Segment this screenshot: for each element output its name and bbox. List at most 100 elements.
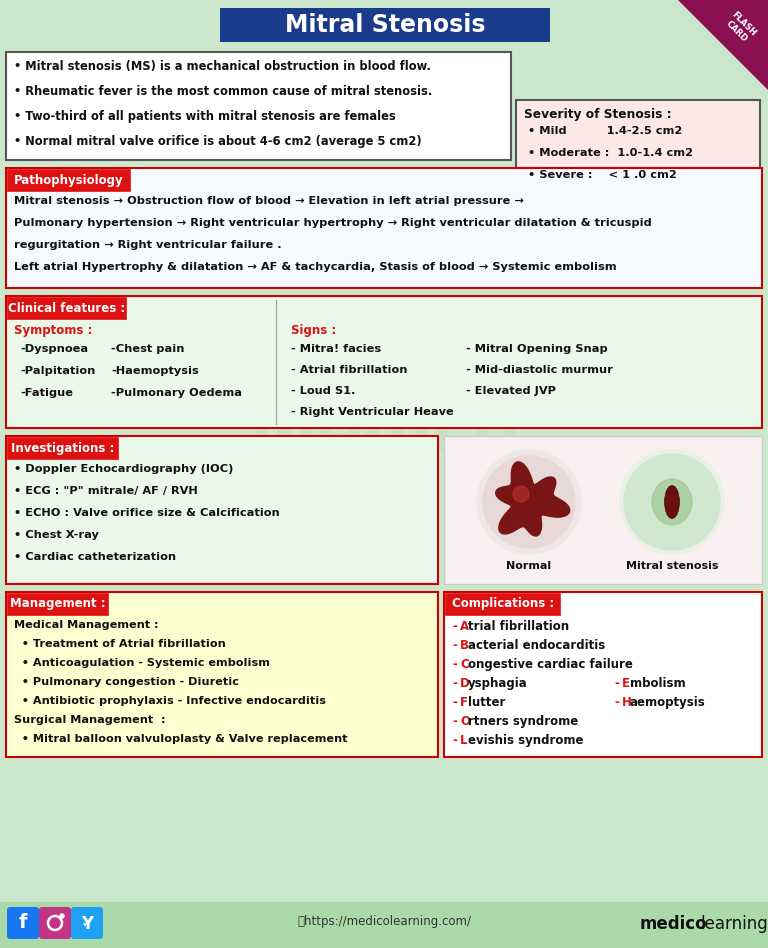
Text: B: B	[460, 639, 469, 652]
Text: -: -	[452, 734, 457, 747]
FancyBboxPatch shape	[444, 592, 762, 757]
FancyBboxPatch shape	[6, 168, 762, 288]
Text: -: -	[614, 677, 619, 690]
Text: acterial endocarditis: acterial endocarditis	[468, 639, 605, 652]
Circle shape	[483, 456, 575, 548]
Circle shape	[477, 450, 581, 554]
Text: O: O	[460, 715, 470, 728]
FancyBboxPatch shape	[444, 436, 762, 584]
Text: • ECHO : Valve orifice size & Calcification: • ECHO : Valve orifice size & Calcificat…	[14, 508, 280, 518]
Text: Left atrial Hypertrophy & dilatation → AF & tachycardia, Stasis of blood → Syste: Left atrial Hypertrophy & dilatation → A…	[14, 262, 617, 272]
FancyBboxPatch shape	[8, 438, 118, 459]
Text: Pathophysiology: Pathophysiology	[14, 173, 124, 187]
Text: • Mitral stenosis (MS) is a mechanical obstruction in blood flow.: • Mitral stenosis (MS) is a mechanical o…	[14, 60, 431, 73]
Text: mbolism: mbolism	[630, 677, 686, 690]
Text: • Moderate :  1.0-1.4 cm2: • Moderate : 1.0-1.4 cm2	[528, 148, 693, 158]
Text: Mitral stenosis: Mitral stenosis	[626, 561, 718, 571]
Circle shape	[513, 486, 529, 502]
Text: • Doppler Echocardiography (IOC): • Doppler Echocardiography (IOC)	[14, 464, 233, 474]
FancyBboxPatch shape	[516, 100, 760, 196]
Text: D: D	[460, 677, 470, 690]
Text: -: -	[614, 696, 619, 709]
Text: ✓: ✓	[81, 916, 94, 931]
Text: Pulmonary hypertension → Right ventricular hypertrophy → Right ventricular dilat: Pulmonary hypertension → Right ventricul…	[14, 218, 652, 228]
Circle shape	[624, 454, 720, 550]
Text: Signs :: Signs :	[291, 324, 336, 337]
FancyBboxPatch shape	[446, 594, 560, 615]
Text: - Elevated JVP: - Elevated JVP	[466, 386, 556, 396]
Text: -Pulmonary Oedema: -Pulmonary Oedema	[111, 388, 242, 398]
Text: - Mid-diastolic murmur: - Mid-diastolic murmur	[466, 365, 613, 375]
Text: • ECG : "P" mitrale/ AF / RVH: • ECG : "P" mitrale/ AF / RVH	[14, 486, 197, 496]
Text: rtners syndrome: rtners syndrome	[468, 715, 578, 728]
Text: Complications :: Complications :	[452, 597, 554, 611]
Text: • Chest X-ray: • Chest X-ray	[14, 530, 99, 540]
Text: ongestive cardiac failure: ongestive cardiac failure	[468, 658, 633, 671]
Text: - Loud S1.: - Loud S1.	[291, 386, 356, 396]
Text: -Dyspnoea: -Dyspnoea	[20, 344, 88, 354]
Text: Symptoms :: Symptoms :	[14, 324, 92, 337]
Text: L: L	[460, 734, 468, 747]
Text: • Two-third of all patients with mitral stenosis are females: • Two-third of all patients with mitral …	[14, 110, 396, 123]
Polygon shape	[678, 0, 768, 90]
Text: - Atrial fibrillation: - Atrial fibrillation	[291, 365, 408, 375]
Text: lutter: lutter	[468, 696, 505, 709]
Circle shape	[60, 914, 64, 918]
Text: • Antibiotic prophylaxis - Infective endocarditis: • Antibiotic prophylaxis - Infective end…	[14, 696, 326, 706]
Text: -: -	[452, 639, 457, 652]
Text: • Cardiac catheterization: • Cardiac catheterization	[14, 552, 176, 562]
FancyBboxPatch shape	[6, 436, 438, 584]
FancyBboxPatch shape	[6, 592, 438, 757]
Text: FLASH
CARD: FLASH CARD	[723, 10, 757, 46]
Text: -: -	[452, 715, 457, 728]
Text: - Mitra! facies: - Mitra! facies	[291, 344, 381, 354]
Text: regurgitation → Right ventricular failure .: regurgitation → Right ventricular failur…	[14, 240, 282, 250]
FancyBboxPatch shape	[71, 907, 103, 939]
Text: aemoptysis: aemoptysis	[630, 696, 706, 709]
Text: -Fatigue: -Fatigue	[20, 388, 73, 398]
Text: f: f	[18, 914, 27, 933]
Text: F: F	[460, 696, 468, 709]
FancyBboxPatch shape	[7, 907, 39, 939]
Text: Mitral Stenosis: Mitral Stenosis	[285, 13, 485, 37]
Text: Normal: Normal	[506, 561, 551, 571]
Ellipse shape	[652, 479, 692, 525]
Text: Mitral stenosis → Obstruction flow of blood → Elevation in left atrial pressure : Mitral stenosis → Obstruction flow of bl…	[14, 196, 524, 206]
FancyBboxPatch shape	[0, 902, 768, 948]
Text: evishis syndrome: evishis syndrome	[468, 734, 584, 747]
Text: Investigations :: Investigations :	[12, 442, 114, 454]
Text: Clinical features :: Clinical features :	[8, 301, 126, 315]
Text: • Anticoagulation - Systemic embolism: • Anticoagulation - Systemic embolism	[14, 658, 270, 668]
Text: C: C	[460, 658, 468, 671]
Text: -: -	[452, 658, 457, 671]
Text: Surgical Management  :: Surgical Management :	[14, 715, 165, 725]
Text: ysphagia: ysphagia	[468, 677, 528, 690]
FancyBboxPatch shape	[8, 170, 130, 191]
FancyBboxPatch shape	[8, 298, 126, 319]
Text: learning: learning	[700, 915, 768, 933]
Text: Management :: Management :	[10, 597, 106, 611]
Text: Medical Management :: Medical Management :	[14, 620, 158, 630]
Text: -Chest pain: -Chest pain	[111, 344, 184, 354]
Text: -Palpitation: -Palpitation	[20, 366, 95, 376]
Ellipse shape	[665, 486, 679, 518]
Text: - Mitral Opening Snap: - Mitral Opening Snap	[466, 344, 607, 354]
Circle shape	[620, 450, 724, 554]
Ellipse shape	[665, 486, 679, 518]
Text: • Rheumatic fever is the most common cause of mitral stenosis.: • Rheumatic fever is the most common cau…	[14, 85, 432, 98]
Text: trial fibrillation: trial fibrillation	[468, 620, 569, 633]
Text: Y: Y	[81, 915, 93, 933]
FancyBboxPatch shape	[6, 296, 762, 428]
Text: -: -	[452, 620, 457, 633]
Text: • Normal mitral valve orifice is about 4-6 cm2 (average 5 cm2): • Normal mitral valve orifice is about 4…	[14, 135, 422, 148]
Text: • Pulmonary congestion - Diuretic: • Pulmonary congestion - Diuretic	[14, 677, 239, 687]
Polygon shape	[495, 462, 570, 536]
Text: H: H	[622, 696, 632, 709]
Text: • Mild          1.4-2.5 cm2: • Mild 1.4-2.5 cm2	[528, 126, 682, 136]
Text: medico
learning: medico learning	[228, 403, 540, 545]
Text: -: -	[452, 696, 457, 709]
FancyBboxPatch shape	[39, 907, 71, 939]
FancyBboxPatch shape	[6, 52, 511, 160]
Text: medico: medico	[640, 915, 707, 933]
FancyBboxPatch shape	[8, 594, 108, 615]
